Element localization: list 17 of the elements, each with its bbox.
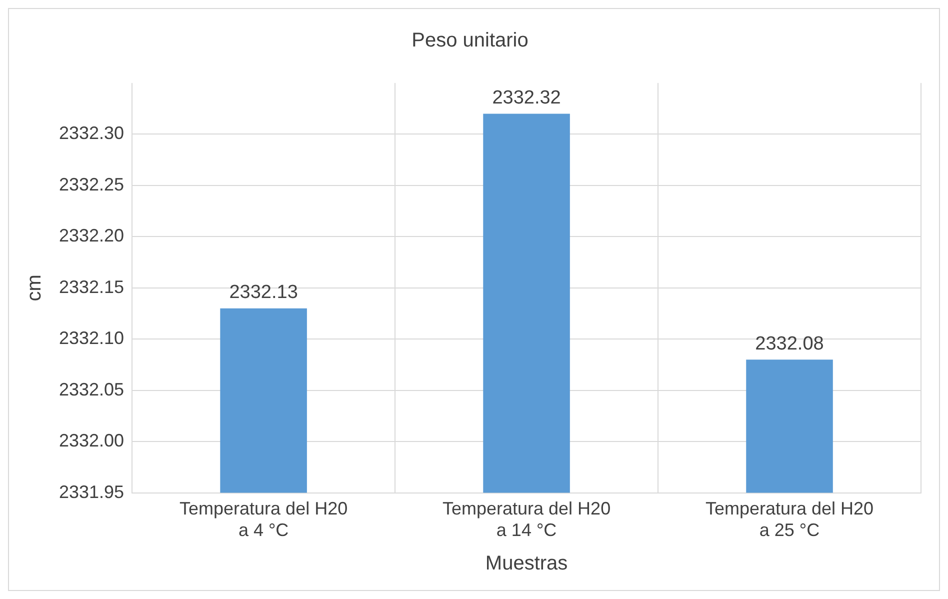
y-tick-label: 2332.10: [58, 328, 124, 348]
y-tick-label: 2332.15: [58, 276, 124, 297]
x-tick-label: Temperatura del H20 a 14 °C: [442, 498, 611, 540]
y-tick-label: 2332.05: [58, 379, 124, 400]
y-tick-label: 2332.25: [58, 174, 124, 194]
data-label: 2332.13: [229, 282, 298, 304]
y-tick-label: 2331.95: [58, 482, 124, 502]
x-tick-label: Temperatura del H20 a 4 °C: [180, 498, 348, 540]
y-tick-label: 2332.30: [58, 123, 124, 144]
data-label: 2332.32: [492, 87, 561, 108]
y-tick-label: 2332.20: [58, 226, 124, 246]
data-label: 2332.08: [755, 333, 824, 354]
y-tick-label: 2332.00: [58, 430, 124, 451]
x-tick-label: Temperatura del H20 a 25 °C: [705, 498, 874, 540]
y-axis-title: cm: [24, 274, 46, 302]
x-axis-title: Muestras: [485, 552, 568, 575]
chart-title: Peso unitario: [412, 30, 528, 52]
